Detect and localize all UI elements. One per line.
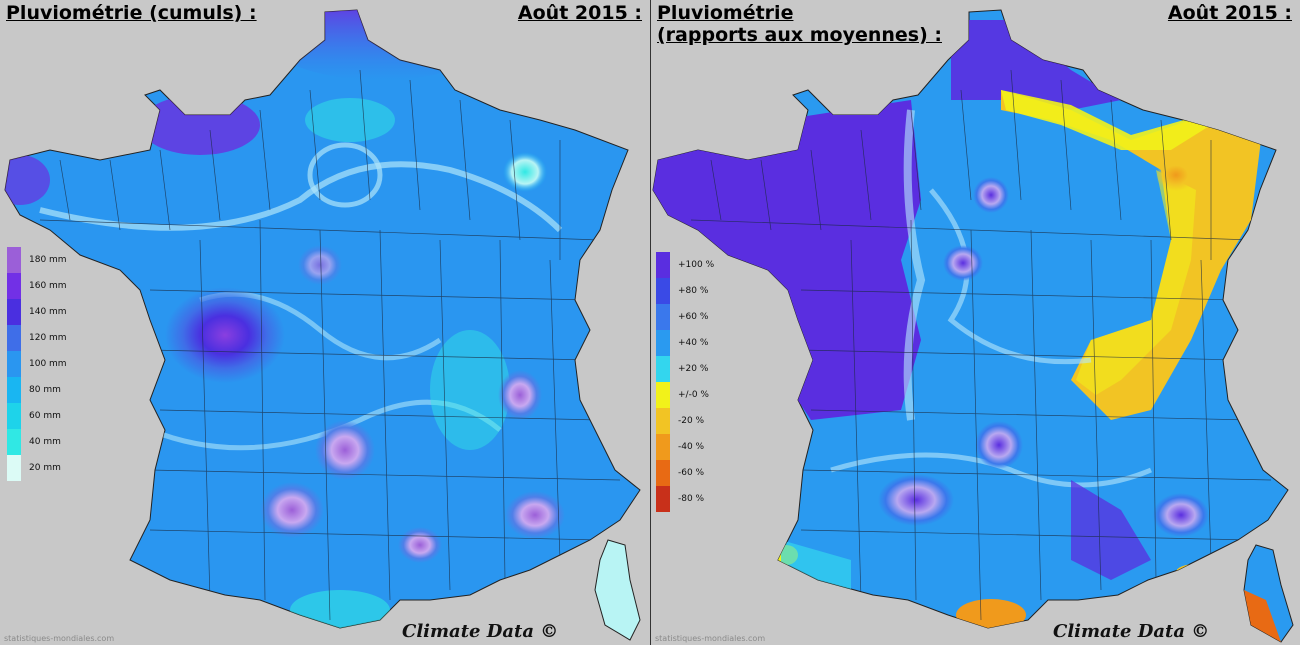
right-credit: Climate Data © [1053,621,1210,642]
legend-swatch [656,356,670,382]
legend-swatch [7,429,21,455]
legend-label: 120 mm [29,333,67,343]
legend-swatch [656,434,670,460]
right-source: statistiques-mondiales.com [655,634,766,643]
legend-label: +80 % [678,286,709,296]
legend-label: 180 mm [29,255,67,265]
legend-label: 140 mm [29,307,67,317]
legend-label: +100 % [678,260,715,270]
legend-label: 20 mm [29,463,61,473]
legend-swatch [656,460,670,486]
legend-label: +40 % [678,338,709,348]
left-source: statistiques-mondiales.com [4,634,115,643]
legend-swatch [7,325,21,351]
legend-swatch [656,278,670,304]
right-map-date: Août 2015 : [1167,2,1292,24]
legend-label: 40 mm [29,437,61,447]
right-map-title-line2: (rapports aux moyennes) : [657,24,942,46]
legend-swatch [656,408,670,434]
legend-label: +/-0 % [678,390,709,400]
rainfall-anomaly-panel: Pluviométrie (rapports aux moyennes) : A… [651,0,1300,645]
rainfall-anomaly-map [652,9,1294,643]
legend-label: 100 mm [29,359,67,369]
left-map-title: Pluviométrie (cumuls) : [6,2,257,24]
legend-swatch [7,403,21,429]
legend-swatch [656,382,670,408]
panel-divider [650,0,651,645]
legend-label: +60 % [678,312,709,322]
legend-label: 80 mm [29,385,61,395]
legend-label: -80 % [678,494,705,504]
legend-swatch [656,304,670,330]
legend-swatch [7,247,21,273]
legend-swatch [656,486,670,512]
legend-swatch [7,273,21,299]
legend-label: 160 mm [29,281,67,291]
left-credit: Climate Data © [402,621,559,642]
legend-swatch [7,351,21,377]
legend-label: -20 % [678,416,705,426]
legend-label: -40 % [678,442,705,452]
legend-label: +20 % [678,364,709,374]
legend-label: 60 mm [29,411,61,421]
legend-swatch [7,455,21,481]
legend-swatch [656,330,670,356]
legend-label: -60 % [678,468,705,478]
right-map-title-line1: Pluviométrie [657,2,794,24]
left-map-date: Août 2015 : [517,2,642,24]
right-map-title: Pluviométrie (rapports aux moyennes) : [657,2,942,46]
legend-swatch [7,377,21,403]
cumulative-rainfall-map [4,9,641,641]
cumulative-rainfall-panel: Pluviométrie (cumuls) : Août 2015 : 180 … [4,2,642,643]
legend-swatch [7,299,21,325]
legend-swatch [656,252,670,278]
